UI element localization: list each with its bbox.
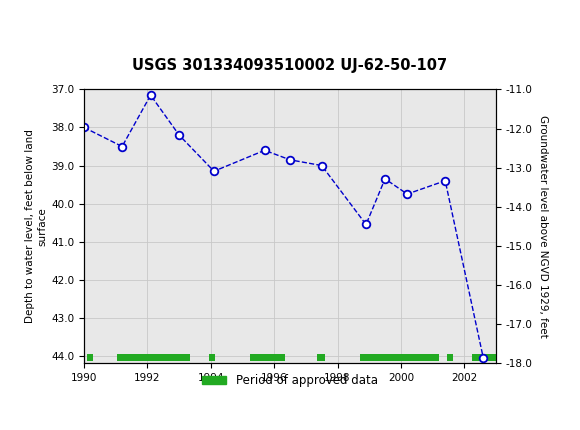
Text: ≡: ≡ (5, 13, 23, 33)
Text: USGS 301334093510002 UJ-62-50-107: USGS 301334093510002 UJ-62-50-107 (132, 58, 448, 73)
Bar (117, 354, 190, 361)
Bar (317, 354, 325, 361)
Bar (86, 354, 93, 361)
Text: USGS: USGS (32, 14, 87, 32)
Y-axis label: Groundwater level above NGVD 1929, feet: Groundwater level above NGVD 1929, feet (538, 115, 548, 338)
Bar (251, 354, 285, 361)
Legend: Period of approved data: Period of approved data (198, 369, 382, 392)
Bar (360, 354, 439, 361)
Bar (447, 354, 453, 361)
Y-axis label: Depth to water level, feet below land
surface: Depth to water level, feet below land su… (26, 129, 47, 323)
Bar (209, 354, 215, 361)
Bar (472, 354, 499, 361)
